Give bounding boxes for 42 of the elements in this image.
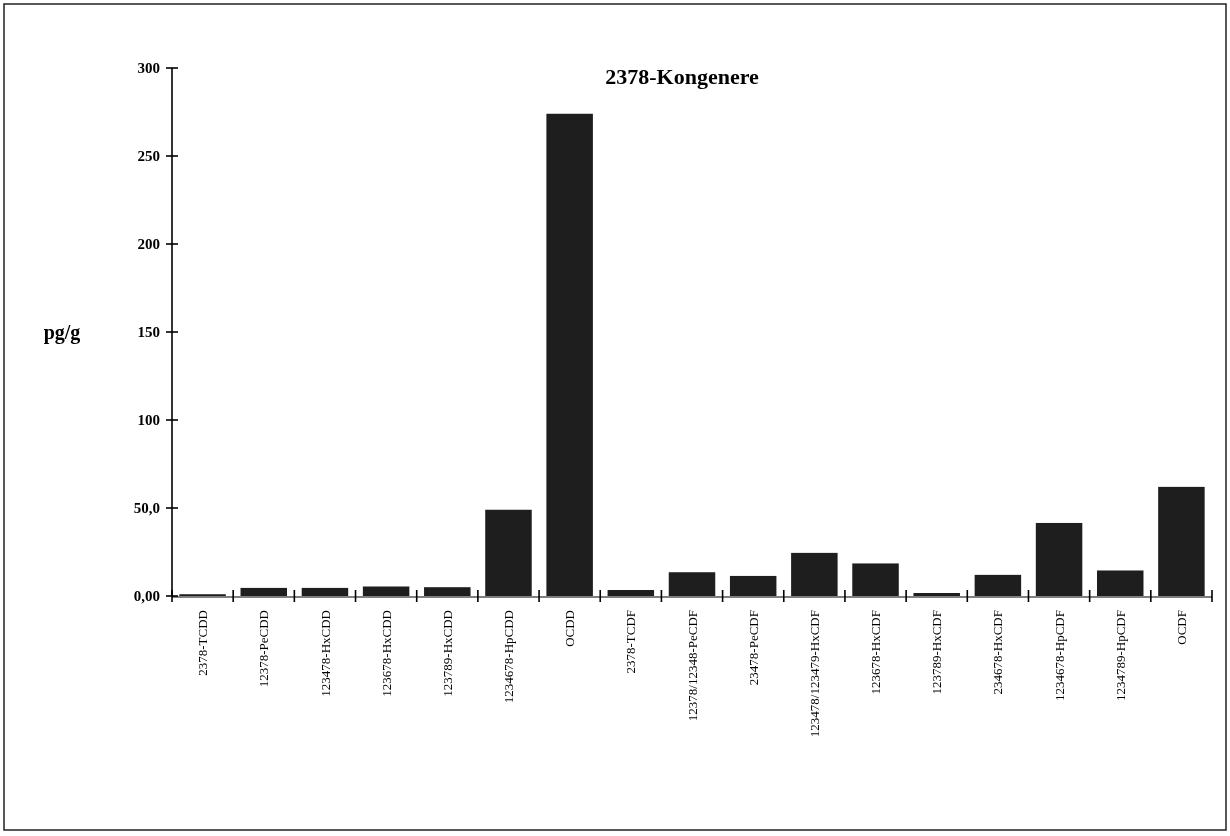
x-tick-label: OCDD xyxy=(562,610,578,647)
bar xyxy=(913,593,960,596)
y-tick-label: 0,00 xyxy=(133,588,160,605)
x-tick-label: 12378-PeCDD xyxy=(256,610,272,688)
bar xyxy=(485,509,532,596)
y-tick-label: 150 xyxy=(137,324,160,341)
y-axis-title: pg/g xyxy=(43,321,81,344)
bar xyxy=(546,113,593,596)
bar xyxy=(240,587,288,596)
x-tick-label: 1234789-HpCDF xyxy=(1112,610,1128,702)
x-tick-label: 123478-HxCDD xyxy=(317,610,333,697)
x-tick-label: 23478-PeCDF xyxy=(745,610,761,686)
bar xyxy=(301,587,349,596)
bar xyxy=(424,587,471,596)
bar xyxy=(607,590,655,596)
x-tick-label: 1234678-HpCDF xyxy=(1051,610,1067,702)
x-tick-label: 2378-TCDD xyxy=(195,610,211,676)
bar xyxy=(974,574,1022,596)
bar xyxy=(791,552,838,596)
x-tick-label: 2378-TCDF xyxy=(623,610,639,674)
x-tick-label: 234678-HxCDF xyxy=(990,610,1006,695)
x-tick-label: 123789-HxCDD xyxy=(439,610,455,697)
x-tick-label: 123478/123479-HxCDF xyxy=(806,610,822,738)
x-tick-label: 123789-HxCDF xyxy=(929,610,945,695)
x-tick-label: 12378/12348-PeCDF xyxy=(684,610,700,722)
x-tick-label: OCDF xyxy=(1173,610,1189,645)
x-tick-label: 123678-HxCDD xyxy=(378,610,394,697)
bar xyxy=(362,586,410,596)
bar xyxy=(729,575,777,596)
y-tick-label: 50,0 xyxy=(133,500,160,517)
x-tick-label: 123678-HxCDF xyxy=(868,610,884,695)
y-tick-label: 200 xyxy=(137,236,160,253)
bar xyxy=(1158,486,1205,596)
bar xyxy=(668,572,716,596)
chart-title: 2378-Kongenere xyxy=(605,64,760,89)
x-tick-label: 1234678-HpCDD xyxy=(501,610,517,704)
y-tick-label: 300 xyxy=(137,60,160,77)
y-tick-label: 100 xyxy=(137,412,160,429)
y-tick-label: 250 xyxy=(137,148,160,165)
bar xyxy=(852,563,899,596)
bar xyxy=(1035,522,1083,596)
bar xyxy=(1096,570,1144,596)
